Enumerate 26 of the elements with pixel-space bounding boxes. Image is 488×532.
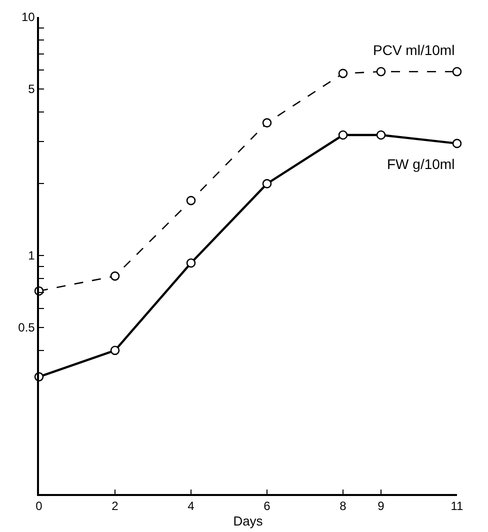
y-tick-label: 5 (28, 82, 36, 96)
point (110, 346, 120, 356)
x-tick-label: 11 (450, 499, 464, 514)
point (186, 258, 196, 268)
point (262, 118, 272, 128)
point (262, 179, 272, 188)
x-tick-label: 9 (378, 499, 385, 514)
point (338, 68, 348, 78)
y-tick-label: 1 (28, 248, 36, 263)
point (452, 138, 462, 148)
x-tick-label: 2 (112, 499, 119, 514)
y-tick-label: 10 (21, 10, 36, 24)
x-tick-label: 4 (188, 499, 195, 514)
x-tick-label: 8 (340, 499, 347, 514)
point (338, 130, 348, 140)
point (186, 196, 196, 206)
point (110, 271, 120, 281)
point (376, 67, 386, 76)
y-tick-label: 0.5 (18, 320, 36, 334)
point (376, 130, 386, 140)
series-label: PCV ml/10ml (373, 42, 455, 58)
x-tick-label: 6 (264, 499, 271, 514)
x-axis-title: Days (233, 513, 264, 528)
x-tick-label: 0 (36, 499, 43, 514)
series-label: FW g/10ml (387, 156, 455, 172)
point (452, 67, 462, 76)
